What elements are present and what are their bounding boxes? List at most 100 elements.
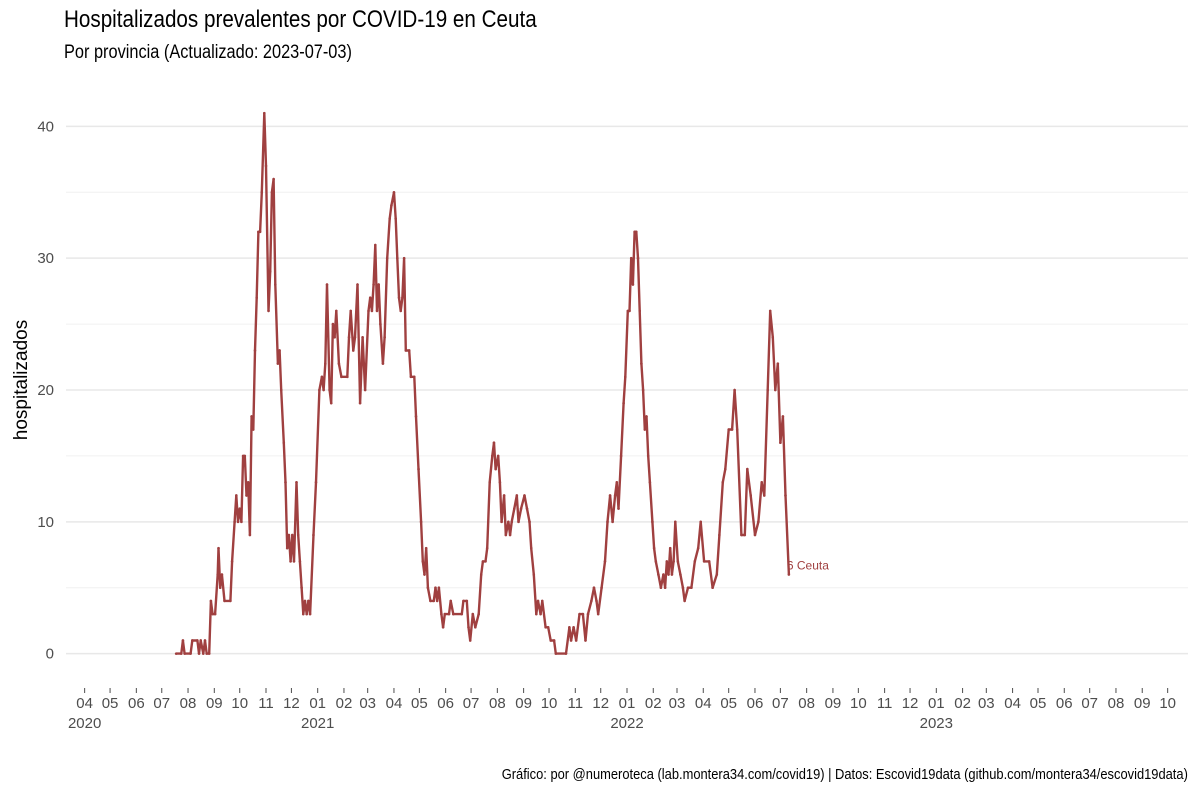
data-point [683, 599, 686, 603]
chart-subtitle: Por provincia (Actualizado: 2023-07-03) [64, 42, 352, 63]
data-point [437, 586, 441, 590]
data-point [711, 586, 714, 590]
data-point [276, 362, 280, 365]
data-point [540, 599, 544, 603]
data-point [238, 507, 242, 510]
data-point [595, 599, 598, 603]
data-point [379, 322, 382, 326]
y-tick-label: 10 [37, 514, 54, 531]
data-point [638, 309, 642, 313]
data-point [715, 573, 719, 576]
series-layer: 6 Ceuta [174, 111, 829, 655]
x-tick-year-label: 2022 [610, 715, 643, 732]
data-point [590, 599, 593, 603]
data-point [407, 349, 411, 352]
data-point [674, 520, 677, 524]
data-point [440, 612, 443, 616]
data-point [421, 560, 425, 563]
data-point [727, 428, 730, 431]
data-point [211, 612, 214, 616]
data-point [617, 507, 620, 510]
data-point [251, 428, 255, 431]
data-point [578, 612, 581, 616]
data-point [397, 296, 401, 300]
data-point [672, 560, 675, 563]
data-point [308, 612, 312, 616]
data-point [441, 625, 445, 629]
x-tick-label: 07 [772, 695, 789, 712]
data-point [230, 560, 234, 563]
x-tick-year-label: 2023 [920, 715, 953, 732]
data-point [654, 560, 658, 563]
data-point [670, 573, 674, 576]
data-point [663, 586, 667, 590]
data-point [217, 546, 220, 550]
data-point [324, 362, 327, 365]
data-point [624, 375, 627, 379]
x-tick-label: 01 [928, 695, 945, 712]
data-point [500, 520, 503, 524]
series-ceuta: 6 Ceuta [174, 111, 829, 655]
data-point [508, 533, 512, 537]
data-point [693, 560, 697, 563]
data-point [392, 190, 396, 194]
data-point [636, 256, 640, 260]
data-point [358, 401, 362, 405]
data-point [787, 573, 791, 576]
data-point [262, 111, 266, 115]
data-point [361, 335, 364, 339]
data-point [435, 599, 439, 603]
data-point [322, 388, 325, 392]
data-point [356, 283, 359, 286]
data-point [235, 494, 238, 497]
data-point [423, 573, 426, 576]
data-point [584, 639, 587, 642]
data-point [329, 401, 333, 405]
data-point [564, 652, 568, 655]
x-tick-label: 02 [336, 695, 353, 712]
data-point [496, 454, 500, 458]
data-point [662, 573, 665, 576]
data-point [248, 533, 252, 537]
x-tick-year-label: 2020 [68, 715, 101, 732]
data-point [246, 480, 250, 484]
y-tick-label: 20 [37, 382, 54, 399]
x-tick-label: 05 [102, 695, 119, 712]
data-point [272, 177, 275, 181]
data-point [488, 480, 492, 484]
data-point [549, 639, 553, 642]
x-tick-label: 10 [850, 695, 867, 712]
data-point [471, 612, 475, 616]
data-point [519, 507, 523, 510]
data-point [447, 612, 451, 616]
data-point [368, 296, 372, 300]
data-point [554, 652, 558, 655]
data-point [536, 599, 540, 603]
data-point [690, 586, 693, 590]
data-point [776, 362, 780, 365]
chart-title: Hospitalizados prevalentes por COVID-19 … [64, 6, 537, 33]
data-point [568, 625, 571, 629]
x-tick-label: 05 [1030, 695, 1047, 712]
data-point [394, 217, 397, 220]
data-point [603, 560, 607, 563]
x-tick-label: 06 [128, 695, 145, 712]
data-point [255, 296, 258, 300]
x-tick-label: 06 [1056, 695, 1073, 712]
data-point [615, 480, 619, 484]
data-point [370, 309, 374, 313]
grid-lines [66, 125, 1188, 655]
data-point [229, 599, 232, 603]
data-point [429, 599, 432, 603]
data-point [699, 520, 703, 524]
data-point [424, 546, 428, 550]
data-point [401, 296, 404, 300]
data-point [679, 573, 682, 576]
data-point [314, 480, 318, 484]
data-point [432, 599, 436, 603]
data-point [278, 349, 281, 352]
data-point [504, 533, 508, 537]
data-point [325, 283, 329, 286]
data-point [449, 599, 453, 603]
data-point [289, 560, 292, 563]
